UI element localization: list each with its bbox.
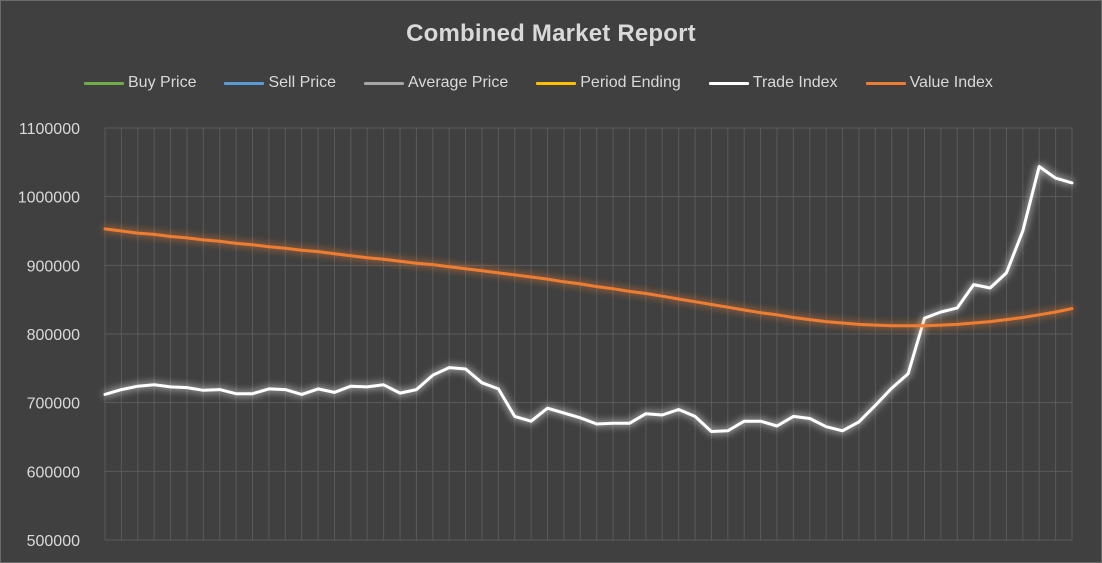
legend-label: Value Index	[909, 74, 993, 91]
legend-label: Buy Price	[128, 74, 197, 91]
chart-legend: Buy Price Sell Price Average Price Period E…	[84, 74, 1021, 92]
legend-item: Value Index	[865, 74, 993, 92]
legend-swatch	[536, 81, 577, 85]
legend-swatch	[364, 81, 405, 85]
y-tick-label: 500000	[27, 533, 80, 550]
legend-label: Average Price	[408, 74, 509, 91]
y-tick-label: 900000	[27, 258, 80, 275]
legend-item: Period Ending	[536, 74, 681, 92]
legend-label: Period Ending	[580, 74, 681, 91]
legend-item: Trade Index	[708, 74, 838, 92]
y-tick-label: 1100000	[19, 121, 80, 138]
y-tick-label: 800000	[27, 327, 80, 344]
legend-label: Sell Price	[268, 74, 337, 91]
chart-title: Combined Market Report	[406, 20, 696, 47]
legend-item: Buy Price	[84, 74, 196, 92]
legend-item: Average Price	[364, 74, 508, 92]
y-tick-label: 700000	[27, 396, 80, 413]
legend-label: Trade Index	[752, 74, 838, 91]
legend-swatch	[224, 81, 265, 85]
series-line-value-index	[103, 227, 1074, 328]
legend-swatch	[84, 81, 124, 85]
y-tick-label: 1000000	[18, 190, 80, 207]
legend-swatch	[708, 81, 749, 85]
series-line-trade-index	[103, 165, 1074, 433]
legend-item: Sell Price	[224, 74, 336, 92]
legend-swatch	[865, 81, 906, 85]
y-tick-label: 600000	[27, 464, 80, 481]
